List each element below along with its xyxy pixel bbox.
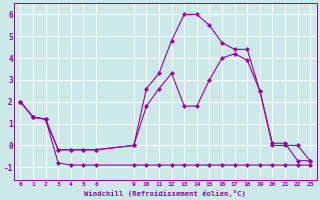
X-axis label: Windchill (Refroidissement éolien,°C): Windchill (Refroidissement éolien,°C)	[84, 190, 246, 197]
